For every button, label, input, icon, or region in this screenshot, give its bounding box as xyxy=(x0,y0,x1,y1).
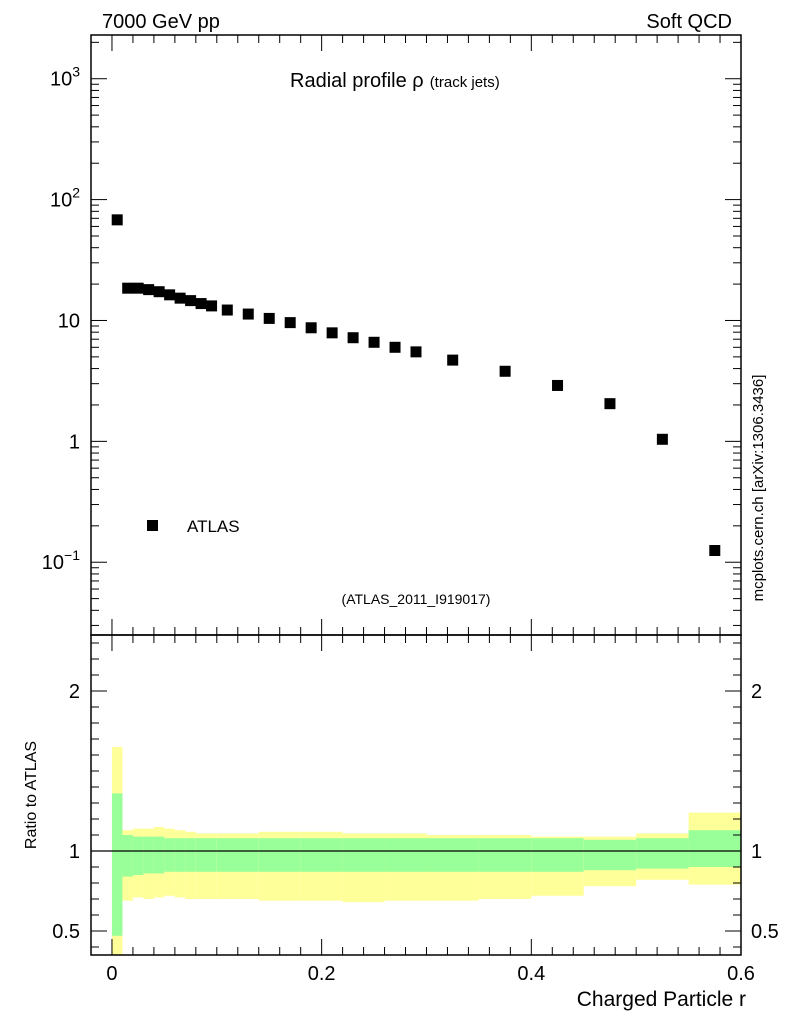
y-tick-exponent: 2 xyxy=(72,185,80,201)
legend-marker xyxy=(147,520,158,531)
ratio-band-inner xyxy=(122,835,133,877)
ratio-band-inner xyxy=(185,838,196,872)
data-point xyxy=(410,346,422,358)
ratio-band-inner xyxy=(164,838,175,872)
main-y-tick-label: 10−1 xyxy=(42,547,80,574)
data-point xyxy=(174,292,186,304)
ratio-band-inner xyxy=(688,830,741,867)
ratio-band-inner xyxy=(153,836,165,874)
ratio-band-inner xyxy=(132,836,144,875)
process-label: Soft QCD xyxy=(646,11,732,33)
energy-label: 7000 GeV pp xyxy=(102,11,220,33)
data-point xyxy=(153,286,165,298)
data-point xyxy=(656,433,668,445)
ratio-band-inner xyxy=(531,838,584,872)
y-tick-base: 10 xyxy=(42,552,64,574)
ratio-band-inner xyxy=(384,838,427,872)
main-frame xyxy=(90,34,742,636)
ratio-band-inner xyxy=(300,838,343,872)
x-tick-label: 0.6 xyxy=(727,963,755,985)
ratio-band-inner xyxy=(636,838,689,869)
ratio-band-inner xyxy=(195,838,217,872)
ratio-band-inner xyxy=(143,836,154,874)
data-point xyxy=(368,336,380,348)
main-y-tick-label: 102 xyxy=(50,185,80,212)
data-point xyxy=(195,298,207,310)
plot-title-main: Radial profile xyxy=(290,70,412,92)
ratio-y-tick-label-right: 1 xyxy=(751,841,762,863)
data-point xyxy=(604,398,616,410)
data-point xyxy=(552,379,564,391)
ratio-band-inner xyxy=(583,839,637,871)
data-points xyxy=(111,214,721,557)
main-y-tick-label: 103 xyxy=(50,64,80,91)
analysis-tag: (ATLAS_2011_I919017) xyxy=(342,591,491,607)
x-tick-label: 0.2 xyxy=(308,963,336,985)
data-point xyxy=(143,284,155,296)
plot-title-symbol: ρ xyxy=(412,70,423,92)
data-point xyxy=(389,341,401,353)
data-point xyxy=(305,322,317,334)
data-point xyxy=(709,545,721,557)
x-tick-label: 0 xyxy=(106,963,117,985)
ratio-band-inner xyxy=(478,838,532,872)
main-y-tick-label: 10 xyxy=(58,310,80,332)
data-point xyxy=(326,327,338,339)
data-point xyxy=(185,295,197,307)
ratio-y-tick-label-left: 1 xyxy=(69,841,80,863)
ratio-band-inner xyxy=(426,838,479,872)
ratio-band-inner xyxy=(111,793,123,936)
data-point xyxy=(447,354,459,366)
ratio-band-inner xyxy=(174,838,186,872)
y-tick-base: 10 xyxy=(50,69,72,91)
side-watermark: mcplots.cern.ch [arXiv:1306.3436] xyxy=(750,375,767,602)
ratio-y-tick-label-right: 0.5 xyxy=(751,921,779,943)
ratio-y-tick-labels: 0.5 0.5 1 1 2 2 xyxy=(52,681,779,943)
ratio-y-tick-label-left: 2 xyxy=(69,681,80,703)
legend-label: ATLAS xyxy=(187,517,240,536)
plot-title-sub: (track jets) xyxy=(430,74,500,91)
y-tick-base: 10 xyxy=(50,190,72,212)
data-point xyxy=(206,300,218,312)
y-tick-exponent: −1 xyxy=(64,547,80,563)
ratio-bands xyxy=(111,747,741,955)
data-point xyxy=(347,332,359,344)
plot-title: Radial profile ρ (track jets) xyxy=(290,70,500,92)
main-y-tick-label: 1 xyxy=(69,431,80,453)
ratio-y-label: Ratio to ATLAS xyxy=(23,741,40,849)
data-point xyxy=(284,317,296,329)
data-point xyxy=(242,308,254,320)
data-point xyxy=(221,304,233,316)
ratio-band-inner xyxy=(216,838,259,872)
data-point xyxy=(132,282,144,294)
data-point xyxy=(122,282,134,294)
x-axis-label: Charged Particle r xyxy=(577,988,746,1011)
ratio-panel: 0.5 0.5 1 1 2 2 0 0.2 0.4 0.6 Ratio to ATLAS Cha… xyxy=(23,634,779,1011)
y-tick-exponent: 3 xyxy=(72,64,80,80)
ratio-axis-ticks xyxy=(91,635,742,955)
data-point xyxy=(111,214,123,226)
x-tick-label: 0.4 xyxy=(517,963,545,985)
ratio-y-tick-label-left: 0.5 xyxy=(52,921,80,943)
ratio-frame xyxy=(90,634,742,956)
data-point xyxy=(499,365,511,377)
ratio-y-tick-label-right: 2 xyxy=(751,681,762,703)
main-axis-ticks xyxy=(91,35,742,635)
data-point xyxy=(164,289,176,301)
ratio-band-inner xyxy=(342,838,385,872)
data-point xyxy=(263,312,275,324)
ratio-band-inner xyxy=(258,838,301,872)
x-tick-labels: 0 0.2 0.4 0.6 xyxy=(106,963,755,985)
